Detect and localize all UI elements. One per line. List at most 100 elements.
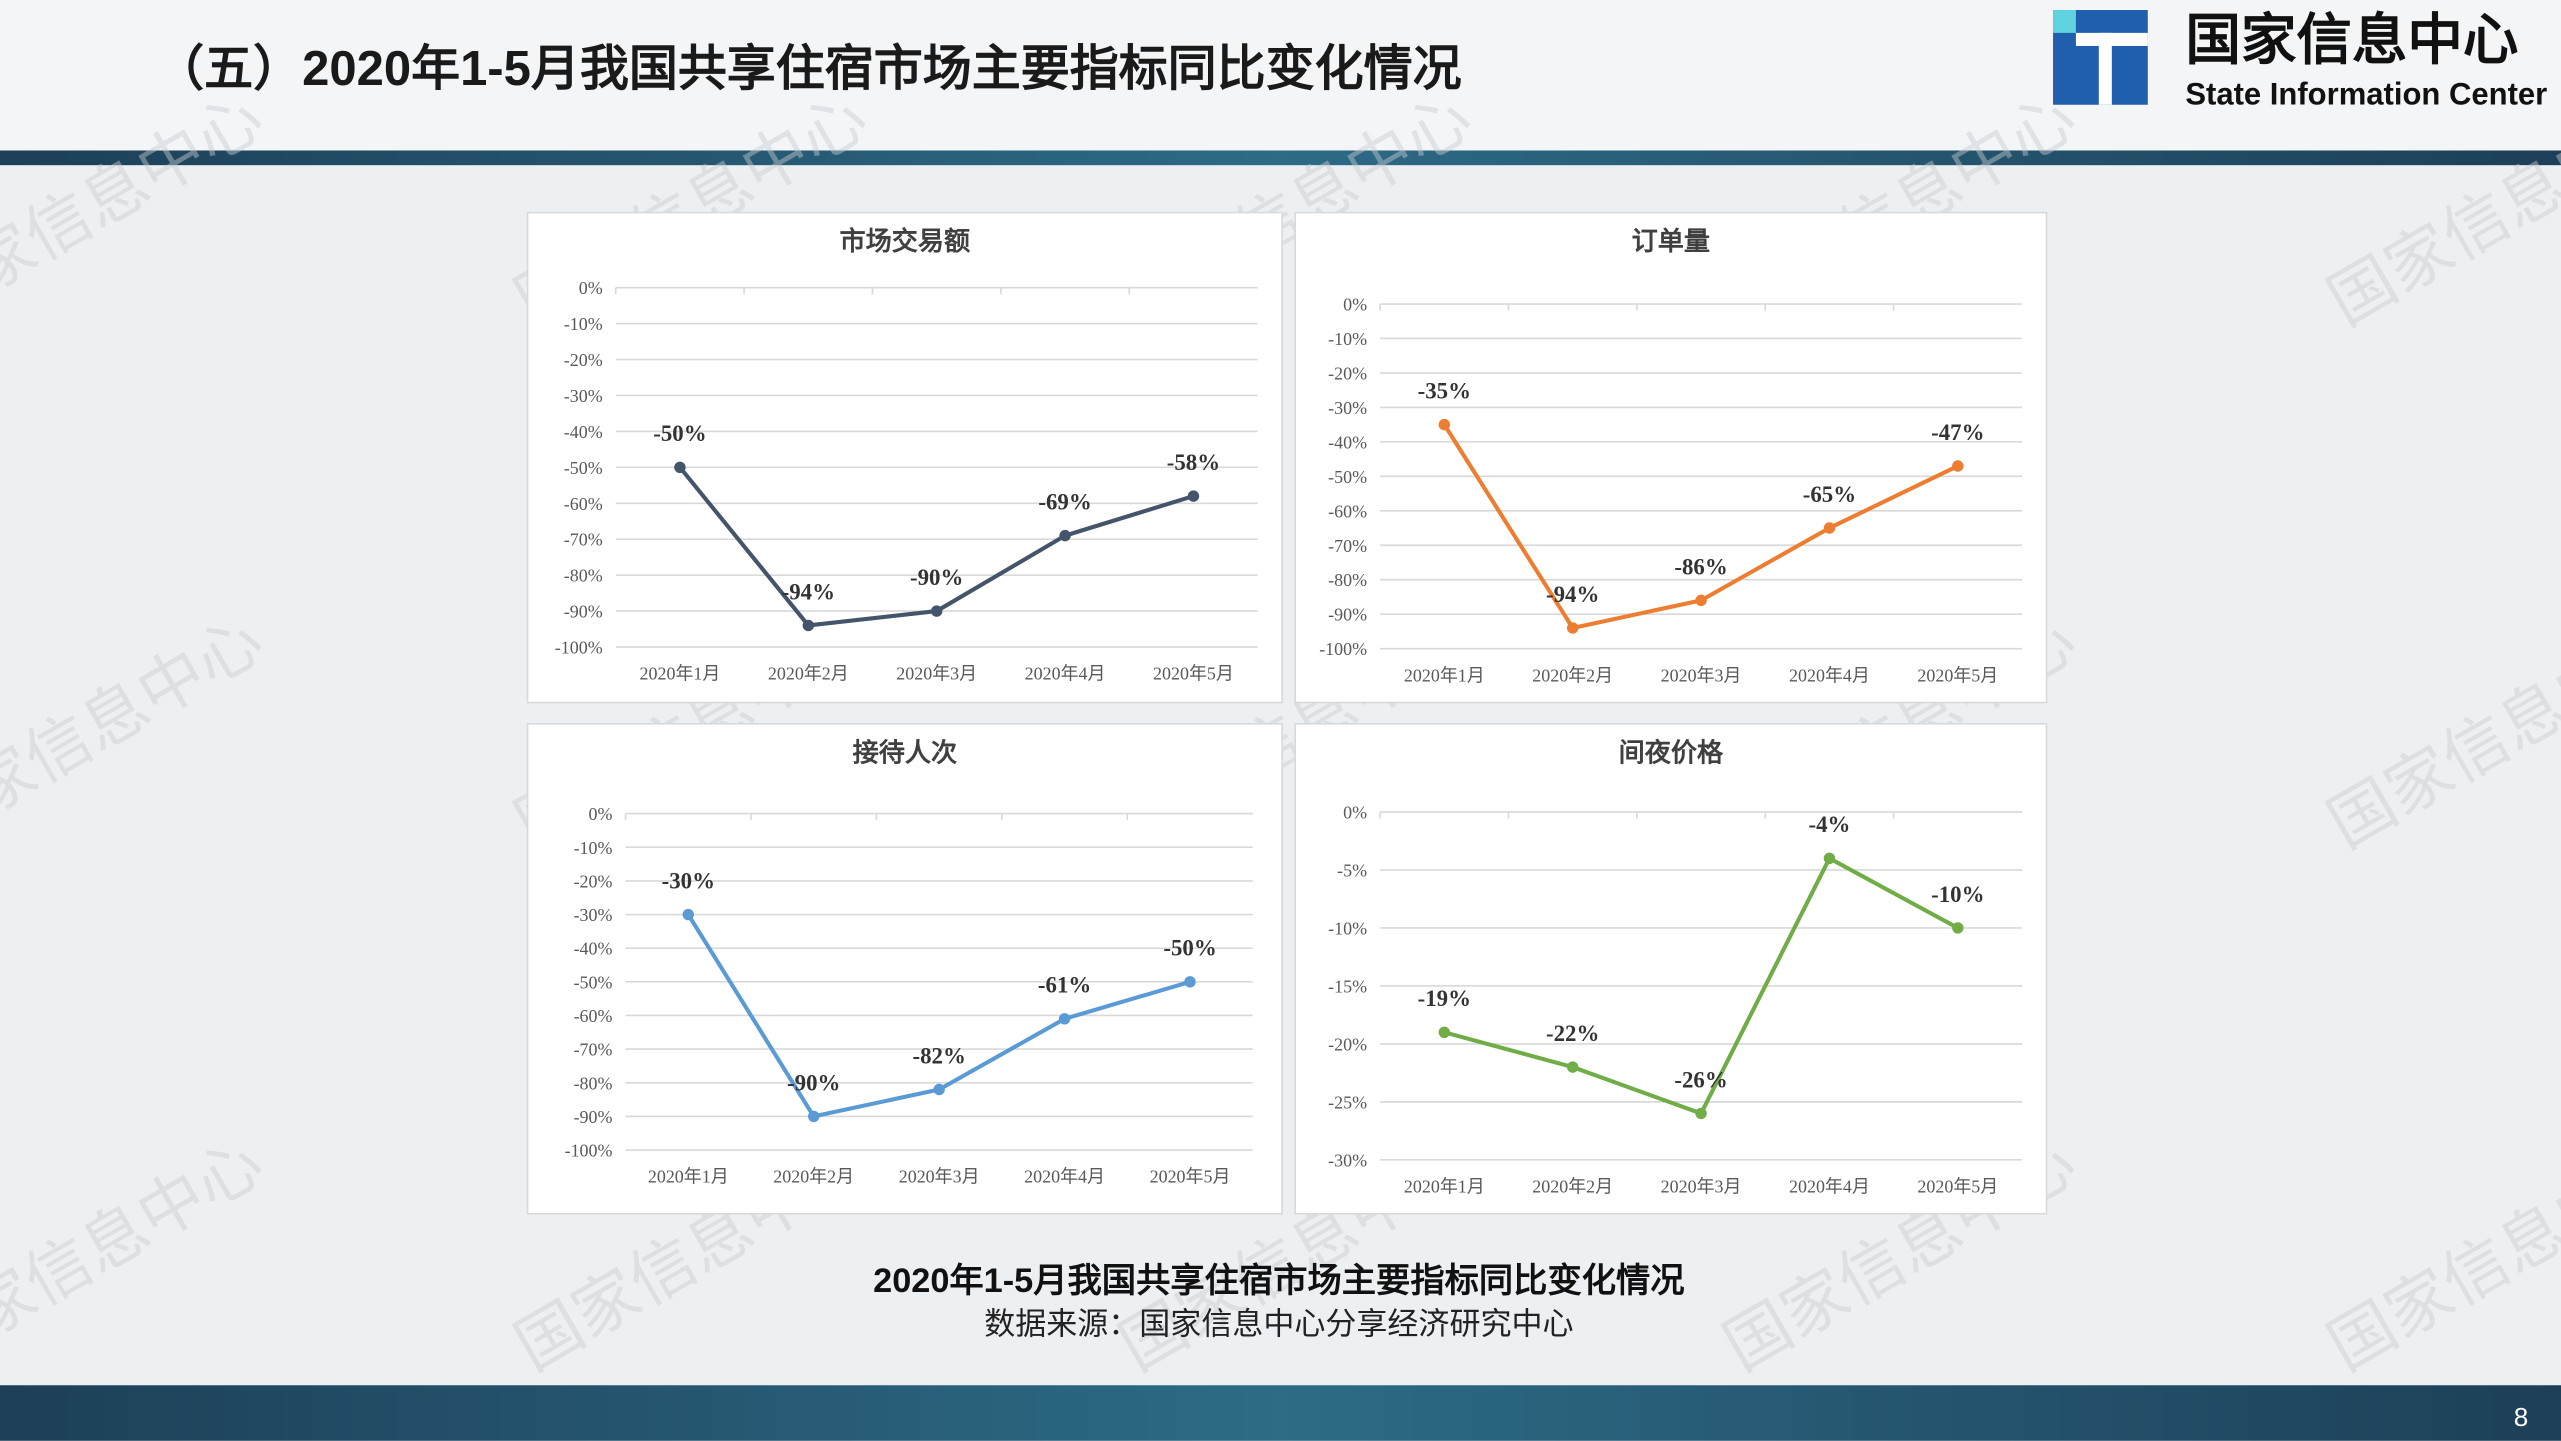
data-point (1438, 1026, 1451, 1039)
logo-en: State Information Center (2185, 77, 2547, 112)
data-label: -61% (1038, 973, 1091, 998)
charts: 市场交易额 0% -10% -20% -30% -40% -50% -60% -70% -80% -… (526, 211, 2048, 1215)
x-tick-label: 2020年1月 (640, 664, 721, 684)
x-tick-label: 2020年3月 (1661, 1177, 1742, 1197)
data-label: -35% (1418, 378, 1471, 403)
x-tick-label: 2020年3月 (899, 1167, 980, 1187)
x-tick-label: 2020年2月 (1532, 1177, 1613, 1197)
data-label: -26% (1674, 1067, 1727, 1092)
y-tick-label: -15% (1328, 976, 1367, 996)
header-band (0, 150, 2561, 166)
data-label: -22% (1546, 1021, 1599, 1046)
data-point (1823, 522, 1836, 534)
y-tick-label: 0% (1343, 295, 1367, 315)
x-tick-label: 2020年3月 (896, 664, 977, 684)
data-point (1187, 490, 1200, 502)
data-point (682, 908, 694, 921)
y-tick-label: -90% (574, 1107, 613, 1127)
y-tick-label: -20% (574, 871, 613, 891)
data-point (1566, 1061, 1579, 1073)
y-tick-label: -90% (564, 602, 603, 622)
x-tick-label: 2020年1月 (1404, 1177, 1485, 1197)
y-tick-label: -10% (574, 838, 613, 858)
y-tick-label: -25% (1328, 1092, 1367, 1112)
data-point (1952, 922, 1964, 934)
chart-panel (526, 211, 1283, 704)
data-point (1059, 529, 1071, 542)
data-point (933, 1083, 945, 1096)
chart-title: 订单量 (1632, 227, 1710, 256)
data-label: -86% (1674, 554, 1727, 579)
data-label: -50% (1163, 936, 1216, 961)
y-tick-label: -10% (1328, 329, 1367, 349)
y-tick-label: -60% (564, 494, 603, 514)
data-label: -90% (787, 1070, 840, 1095)
data-label: -90% (910, 565, 963, 590)
y-tick-label: -40% (1328, 432, 1367, 452)
y-tick-label: -40% (574, 939, 613, 959)
logo-cn: 国家信息中心 (2185, 9, 2518, 71)
y-tick-label: -80% (564, 566, 603, 586)
y-tick-label: -100% (565, 1141, 613, 1161)
y-tick-label: -60% (574, 1006, 613, 1026)
y-tick-label: -80% (1328, 570, 1367, 590)
x-tick-label: 2020年2月 (768, 664, 849, 684)
page-number: 8 (2514, 1402, 2529, 1432)
x-tick-label: 2020年1月 (1404, 665, 1485, 685)
chart-panel (526, 722, 1283, 1215)
data-point (802, 619, 815, 632)
data-point (1695, 594, 1707, 607)
source: 数据来源：国家信息中心分享经济研究中心 (984, 1307, 1573, 1342)
y-tick-label: -20% (1328, 363, 1367, 383)
chart-title: 间夜价格 (1619, 737, 1724, 767)
x-tick-label: 2020年5月 (1917, 1177, 1998, 1197)
data-label: -4% (1808, 812, 1850, 837)
data-label: -47% (1931, 420, 1984, 445)
data-point (807, 1110, 820, 1123)
y-tick-label: -60% (1328, 501, 1367, 521)
logo-accent (2053, 10, 2076, 33)
y-tick-label: -50% (574, 972, 613, 992)
y-tick-label: -40% (564, 422, 603, 442)
x-tick-label: 2020年5月 (1153, 664, 1234, 684)
data-point (1184, 976, 1196, 988)
data-point (930, 605, 943, 617)
data-label: -50% (653, 421, 706, 446)
chart-title: 接待人次 (853, 738, 958, 767)
logo: 国家信息中心 State Information Center (2053, 9, 2547, 112)
chart: 订单量 0% -10% -20% -30% -40% -50% -60% -70% -80% -90… (1294, 211, 2048, 704)
y-tick-label: -50% (564, 458, 603, 478)
y-tick-label: -30% (1328, 398, 1367, 418)
y-tick-label: -10% (1328, 918, 1367, 938)
chart-panel (1294, 722, 2048, 1215)
y-tick-label: -50% (1328, 467, 1367, 487)
logo-cross (2098, 32, 2112, 105)
x-tick-label: 2020年4月 (1789, 665, 1870, 685)
y-tick-label: 0% (1343, 802, 1367, 822)
y-tick-label: -30% (574, 905, 613, 925)
data-point (674, 461, 686, 474)
y-tick-label: -100% (1319, 639, 1367, 659)
y-tick-label: 0% (589, 804, 613, 824)
slide-title: （五）2020年1-5月我国共享住宿市场主要指标同比变化情况 (155, 42, 1461, 96)
y-tick-label: -20% (564, 350, 603, 370)
data-label: -58% (1167, 450, 1220, 475)
data-label: -10% (1931, 882, 1984, 907)
y-tick-label: -20% (1328, 1034, 1367, 1054)
chart-title: 市场交易额 (840, 226, 971, 256)
x-tick-label: 2020年1月 (648, 1167, 729, 1187)
data-label: -94% (1546, 582, 1599, 607)
data-point (1058, 1013, 1071, 1025)
footer-band (0, 1385, 2561, 1441)
chart: 接待人次 0% -10% -20% -30% -40% -50% -60% -70% -80% -9… (526, 722, 1283, 1215)
y-tick-label: -5% (1337, 860, 1367, 880)
chart: 间夜价格 0% -5% -10% -15% -20% -25% -30% 2020年1月 2020… (1294, 722, 2048, 1215)
x-tick-label: 2020年5月 (1150, 1167, 1231, 1187)
y-tick-label: -100% (555, 638, 603, 658)
data-label: -30% (662, 868, 715, 893)
x-tick-label: 2020年4月 (1024, 1167, 1105, 1187)
data-point (1952, 460, 1964, 472)
data-label: -19% (1418, 986, 1471, 1011)
